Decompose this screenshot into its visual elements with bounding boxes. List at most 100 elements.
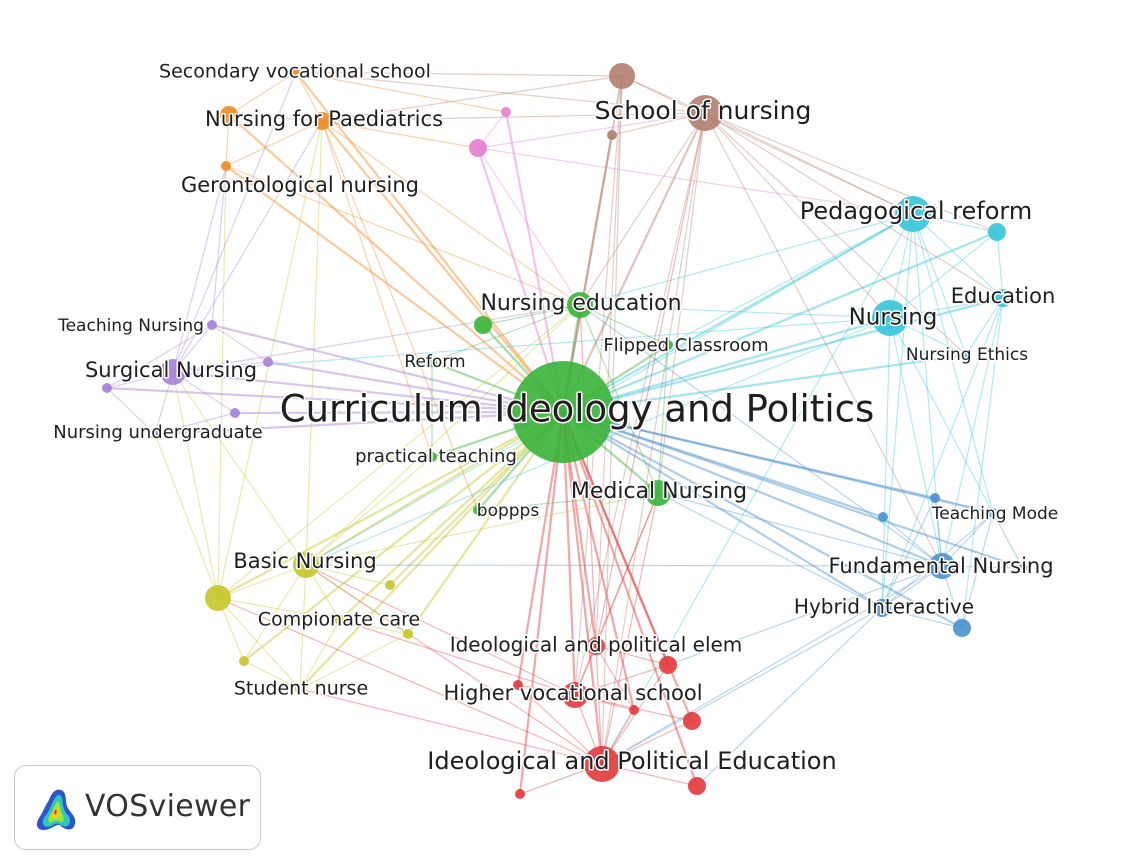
node-g1[interactable]: [474, 316, 492, 334]
node-cc[interactable]: [335, 615, 345, 625]
node-tn[interactable]: [207, 320, 217, 330]
node-fn[interactable]: [929, 553, 955, 579]
node-ipe[interactable]: [587, 637, 605, 655]
node-label-edu[interactable]: Education: [949, 283, 1057, 310]
node-label-nfp[interactable]: Nursing for Paediatrics: [203, 106, 444, 133]
link-hi-bl3: [881, 607, 963, 629]
node-pu3[interactable]: [263, 357, 273, 367]
node-o1[interactable]: [220, 106, 238, 124]
node-label-sgn[interactable]: Surgical Nursing: [83, 357, 258, 384]
node-p1[interactable]: [469, 139, 487, 157]
node-b1[interactable]: [609, 63, 635, 89]
node-bop[interactable]: [473, 505, 483, 515]
node-y3[interactable]: [403, 629, 413, 639]
node-label-stn[interactable]: Student nurse: [232, 676, 369, 701]
link-cip-sn: [562, 112, 706, 413]
link-cip-hi: [562, 411, 883, 609]
node-label-tn[interactable]: Teaching Nursing: [56, 315, 206, 338]
node-label-fc[interactable]: Flipped Classroom: [602, 334, 770, 358]
node-r1[interactable]: [659, 656, 677, 674]
node-label-mn[interactable]: Medical Nursing: [569, 478, 748, 506]
link-iped-bn: [305, 564, 603, 765]
node-p2[interactable]: [501, 107, 511, 117]
node-label-sn[interactable]: School of nursing: [593, 95, 813, 127]
node-nug[interactable]: [150, 429, 160, 439]
node-gn[interactable]: [221, 161, 231, 171]
node-cip[interactable]: [512, 361, 614, 463]
node-r3[interactable]: [683, 712, 701, 730]
node-label-bn[interactable]: Basic Nursing: [232, 548, 378, 575]
node-label-hvs[interactable]: Higher vocational school: [442, 680, 704, 707]
node-r2[interactable]: [513, 680, 523, 690]
node-ref[interactable]: [427, 357, 437, 367]
link-cip-o1: [228, 114, 564, 413]
node-label-neth[interactable]: Nursing Ethics: [904, 344, 1029, 367]
link-sn-ne: [579, 112, 706, 306]
node-label-tm[interactable]: Teaching Mode: [929, 503, 1060, 526]
node-label-ne[interactable]: Nursing education: [479, 290, 683, 318]
node-bn[interactable]: [293, 552, 319, 578]
node-neth[interactable]: [961, 350, 971, 360]
link-bn-y4: [243, 564, 307, 662]
node-nfp[interactable]: [313, 112, 331, 130]
node-y2[interactable]: [385, 580, 395, 590]
link-ne-g1: [482, 304, 581, 326]
node-label-gn[interactable]: Gerontological nursing: [179, 172, 420, 199]
node-r5[interactable]: [629, 705, 639, 715]
node-label-ref[interactable]: Reform: [403, 351, 467, 374]
node-nur[interactable]: [872, 300, 908, 336]
node-b2[interactable]: [607, 130, 617, 140]
link-b1-svs: [295, 71, 623, 77]
node-fc[interactable]: [663, 340, 673, 350]
link-gn-ne: [225, 165, 581, 306]
node-r6[interactable]: [515, 789, 525, 799]
node-pu1[interactable]: [102, 383, 112, 393]
node-c1[interactable]: [988, 223, 1006, 241]
node-pr[interactable]: [895, 196, 931, 232]
node-label-fn[interactable]: Fundamental Nursing: [827, 553, 1055, 580]
node-iped[interactable]: [584, 746, 620, 782]
node-label-ipe[interactable]: Ideological and political elem: [448, 631, 744, 658]
node-label-cc[interactable]: Compionate care: [256, 607, 421, 632]
node-stn[interactable]: [295, 684, 305, 694]
link-hvs-bn: [305, 564, 576, 696]
node-bl1[interactable]: [930, 493, 940, 503]
node-label-cip[interactable]: Curriculum Ideology and Politics: [278, 386, 876, 432]
node-sn[interactable]: [687, 95, 723, 131]
node-ne[interactable]: [567, 292, 593, 318]
node-r4[interactable]: [688, 777, 706, 795]
link-y1-nug: [154, 433, 219, 599]
node-bl2[interactable]: [878, 512, 888, 522]
link-sgn-gn: [172, 165, 227, 373]
node-mn[interactable]: [645, 480, 671, 506]
node-tm[interactable]: [988, 508, 998, 518]
link-nfp-pt: [321, 120, 433, 458]
node-svs[interactable]: [291, 67, 301, 77]
node-label-nur[interactable]: Nursing: [847, 303, 939, 332]
node-label-iped[interactable]: Ideological and Political Education: [426, 746, 838, 777]
node-y4[interactable]: [239, 656, 249, 666]
node-label-pt[interactable]: practical teaching: [354, 445, 519, 469]
link-nfp-ne: [321, 120, 581, 306]
node-label-bop[interactable]: boppps: [475, 500, 541, 523]
link-fn-iped: [601, 565, 943, 765]
link-tn-gn: [211, 165, 227, 326]
node-bl3[interactable]: [953, 619, 971, 637]
node-pt[interactable]: [427, 452, 437, 462]
link-iped-stn: [299, 688, 603, 765]
node-edu[interactable]: [994, 289, 1012, 307]
node-hvs[interactable]: [562, 682, 588, 708]
node-sgn[interactable]: [160, 359, 186, 385]
link-cip-bl4: [562, 410, 1024, 570]
node-label-svs[interactable]: Secondary vocational school: [158, 59, 433, 84]
node-bl4[interactable]: [1018, 563, 1028, 573]
node-pu2[interactable]: [230, 408, 240, 418]
node-y1[interactable]: [205, 585, 231, 611]
node-label-hi[interactable]: Hybrid Interactive: [792, 593, 975, 620]
link-sn-mn: [657, 112, 706, 494]
link-ipe-r5: [595, 645, 635, 711]
node-label-pr[interactable]: Pedagogical reform: [798, 196, 1033, 227]
node-hi[interactable]: [873, 599, 891, 617]
node-label-nug[interactable]: Nursing undergraduate: [52, 421, 264, 445]
